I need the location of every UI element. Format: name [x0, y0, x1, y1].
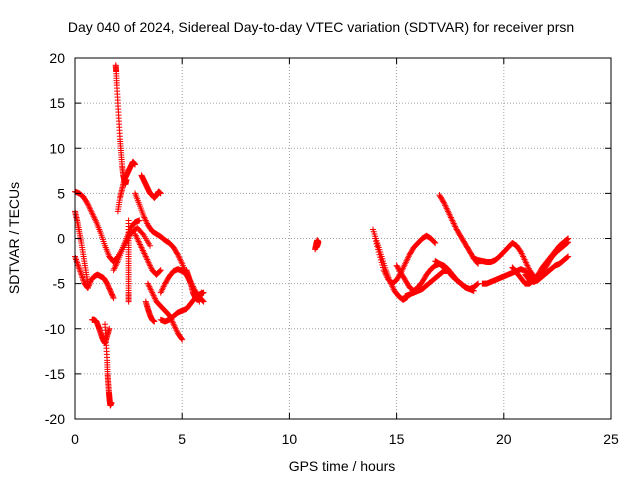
data-point — [375, 249, 382, 256]
data-point — [151, 318, 158, 325]
data-point — [380, 264, 387, 271]
series-arc-11 — [138, 172, 164, 201]
data-point — [440, 198, 447, 205]
data-point — [377, 254, 384, 261]
chart-title: Day 040 of 2024, Sidereal Day-to-day VTE… — [68, 19, 574, 35]
data-point — [474, 281, 481, 288]
data-point — [372, 235, 379, 242]
y-tick-label: 0 — [57, 231, 65, 247]
data-point — [373, 240, 380, 247]
data-point — [178, 335, 185, 342]
y-axis-label: SDTVAR / TECUs — [6, 182, 22, 294]
x-tick-label: 15 — [389, 431, 405, 447]
data-point — [157, 190, 164, 197]
data-point — [157, 267, 164, 274]
series-arc-23 — [432, 258, 482, 293]
series-arc-4 — [89, 316, 113, 347]
series-arc-9 — [110, 217, 143, 274]
y-tick-label: 20 — [49, 50, 65, 66]
data-point — [157, 267, 164, 274]
x-tick-label: 5 — [178, 431, 186, 447]
data-point — [106, 325, 113, 332]
data-point — [565, 239, 572, 246]
data-point — [375, 246, 382, 253]
series-arc-18 — [312, 237, 322, 253]
series-arc-2 — [72, 208, 91, 287]
series-arc-14 — [142, 298, 158, 325]
data-point — [200, 298, 207, 305]
y-axis: -20 -15 -10 -5 0 5 10 15 20 — [45, 50, 611, 427]
y-tick-label: -10 — [45, 321, 65, 337]
x-tick-label: 0 — [71, 431, 79, 447]
series-arc-13 — [144, 280, 186, 343]
data-point — [179, 336, 186, 343]
data-point — [563, 240, 570, 247]
data-point — [432, 240, 439, 247]
series-arc-1 — [72, 188, 154, 265]
data-point — [84, 200, 91, 207]
data-point — [85, 283, 92, 290]
data-point — [139, 230, 146, 237]
data-point — [372, 238, 379, 245]
x-tick-label: 20 — [496, 431, 512, 447]
data-point — [431, 239, 438, 246]
x-tick-label: 10 — [282, 431, 298, 447]
x-tick-label: 25 — [603, 431, 619, 447]
data-point — [199, 297, 206, 304]
data-point — [378, 259, 385, 266]
data-point — [84, 285, 91, 292]
data-points — [72, 62, 572, 409]
data-point — [517, 247, 524, 254]
data-point — [313, 244, 320, 251]
data-point — [379, 261, 386, 268]
data-point — [85, 282, 92, 289]
data-point — [564, 239, 571, 246]
series-arc-7 — [114, 158, 139, 215]
series-arc-5 — [102, 321, 115, 409]
data-point — [473, 281, 480, 288]
data-point — [132, 161, 139, 168]
data-point — [86, 281, 93, 288]
data-point — [136, 217, 143, 224]
data-point — [125, 298, 132, 305]
data-point — [110, 293, 117, 300]
x-axis: 0 5 10 15 20 25 — [71, 58, 619, 447]
y-tick-label: -20 — [45, 411, 65, 427]
data-point — [374, 243, 381, 250]
data-point — [564, 254, 571, 261]
data-point — [87, 279, 94, 286]
series-arc-3 — [72, 253, 117, 302]
series-arc-29 — [530, 239, 572, 285]
y-tick-label: -15 — [45, 366, 65, 382]
data-point — [565, 253, 572, 260]
series-arc-17 — [183, 267, 205, 303]
series-arc-24 — [436, 192, 482, 267]
y-tick-label: 5 — [57, 185, 65, 201]
data-point — [108, 399, 115, 406]
x-axis-label: GPS time / hours — [289, 458, 396, 474]
data-point — [563, 254, 570, 261]
y-tick-label: 10 — [49, 140, 65, 156]
data-point — [147, 242, 154, 249]
data-point — [110, 295, 117, 302]
grid — [75, 58, 611, 419]
data-point — [377, 256, 384, 263]
data-point — [376, 251, 383, 258]
y-tick-label: -5 — [53, 276, 66, 292]
series-arc-10 — [132, 230, 164, 278]
data-point — [198, 289, 205, 296]
y-tick-label: 15 — [49, 95, 65, 111]
data-point — [174, 250, 181, 257]
